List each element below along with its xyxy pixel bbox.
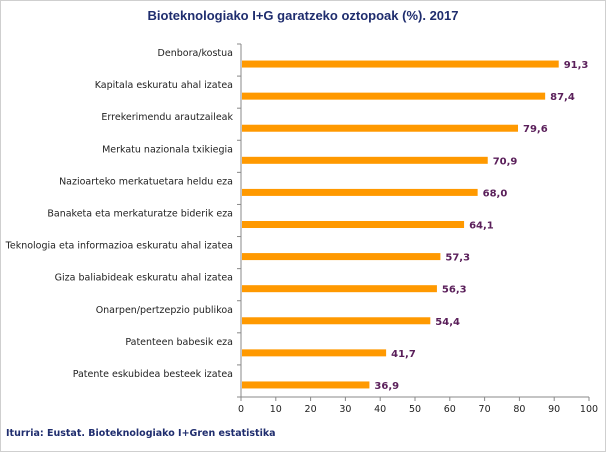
x-tick-label: 50 (409, 404, 421, 415)
category-label: Onarpen/pertzepzio publikoa (96, 305, 233, 316)
category-label: Patente eskubidea besteek izatea (73, 369, 233, 380)
data-label: 87,4 (550, 92, 575, 103)
x-tick-label: 100 (580, 404, 598, 415)
category-label: Giza baliabideak eskuratu ahal izatea (55, 273, 233, 284)
category-label: Errekerimendu arautzaileak (101, 112, 233, 123)
bar (242, 92, 546, 100)
bars-layer: Denbora/kostua 91,3 Kapitala eskuratu ahal… (5, 48, 589, 392)
data-label: 54,4 (435, 317, 460, 328)
bar (242, 156, 488, 164)
bar (242, 253, 441, 261)
data-label: 70,9 (493, 156, 518, 167)
bar (242, 221, 465, 228)
x-tick-label: 60 (444, 404, 456, 415)
x-tick-label: 70 (479, 404, 491, 415)
bar (242, 188, 478, 196)
chart-title: Bioteknologiako I+G garatzeko oztopoak (… (147, 8, 459, 23)
data-label: 41,7 (391, 349, 416, 360)
bar (242, 60, 559, 68)
category-label: Banaketa eta merkaturatze biderik eza (47, 209, 233, 220)
data-label: 64,1 (469, 221, 494, 232)
x-tick-label: 10 (270, 404, 282, 415)
data-label: 36,9 (374, 381, 399, 392)
source-note: Iturria: Eustat. Bioteknologiako I+Gren … (6, 428, 276, 439)
data-label: 57,3 (445, 253, 470, 264)
category-label: Merkatu nazionala txikiegia (102, 144, 233, 155)
category-label: Patenteen babesik eza (125, 337, 233, 348)
bar (242, 124, 519, 132)
x-tick-label: 80 (513, 404, 525, 415)
data-label: 91,3 (564, 60, 589, 71)
category-label: Nazioarteko merkatuetara heldu eza (59, 176, 233, 187)
bar (242, 317, 431, 325)
category-label: Denbora/kostua (158, 48, 233, 59)
x-tick-label: 20 (305, 404, 317, 415)
x-tick-label: 30 (339, 404, 351, 415)
x-tick-label: 40 (374, 404, 386, 415)
category-label: Kapitala eskuratu ahal izatea (95, 80, 233, 91)
bar (242, 381, 370, 389)
data-label: 56,3 (442, 285, 467, 296)
data-label: 68,0 (483, 188, 508, 199)
x-tick-label: 0 (238, 404, 244, 415)
axis-layer: 0 10 20 30 40 50 60 70 80 90 100 (237, 43, 598, 415)
x-tick-label: 90 (548, 404, 560, 415)
category-label: Teknologia eta informazioa eskuratu ahal… (5, 241, 233, 252)
bar (242, 285, 437, 293)
data-label: 79,6 (523, 124, 548, 135)
bar (242, 349, 387, 357)
